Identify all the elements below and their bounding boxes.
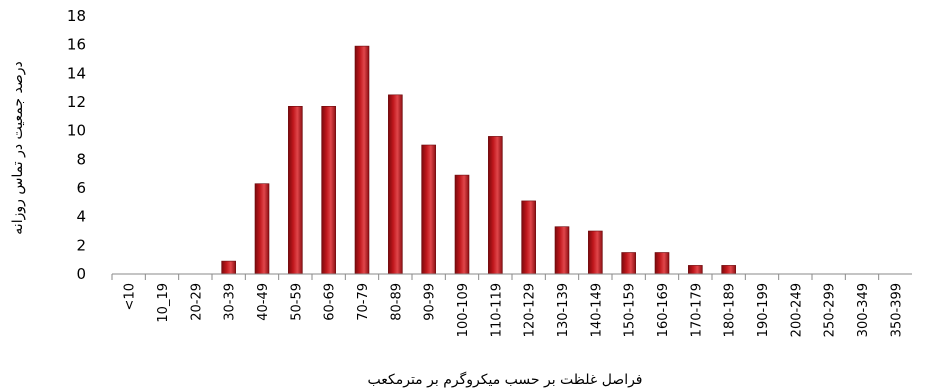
bar <box>554 226 570 275</box>
x-tick-label: 300-349 <box>856 283 871 337</box>
bar <box>221 260 236 275</box>
y-tick-label: 12 <box>67 93 86 111</box>
y-tick-label: 14 <box>67 64 86 82</box>
x-tick-label: 200-249 <box>789 283 804 337</box>
bar <box>654 252 670 275</box>
bar <box>321 106 336 275</box>
bar <box>488 136 503 275</box>
x-tick-label: 350-399 <box>889 283 904 337</box>
x-tick-label: 60-69 <box>323 283 338 321</box>
y-tick-label: 8 <box>76 150 86 168</box>
x-tick-label: <10 <box>123 283 138 310</box>
bar <box>588 230 603 275</box>
x-tick-label: 120-129 <box>523 283 538 337</box>
x-tick-label: 70-79 <box>356 283 371 321</box>
x-tick-label: 170-179 <box>689 283 704 337</box>
x-tick-label: 190-199 <box>756 283 771 337</box>
bar <box>454 174 470 275</box>
y-tick-label: 2 <box>76 236 86 254</box>
x-tick-label: 50-59 <box>289 283 304 321</box>
y-tick-label: 0 <box>76 265 86 283</box>
bar <box>721 265 736 275</box>
x-tick-label: 150-159 <box>623 283 638 337</box>
x-tick-label: 130-139 <box>556 283 571 337</box>
x-axis-title: فراصل غلظت بر حسب میکروگرم بر مترمکعب <box>368 371 643 388</box>
x-tick-label: 10_19 <box>156 283 171 323</box>
bar <box>254 183 270 275</box>
x-tick-label: 100-109 <box>456 283 471 337</box>
x-tick-label: 20-29 <box>189 283 204 321</box>
x-tick-label: 160-169 <box>656 283 671 337</box>
y-tick-label: 4 <box>76 208 86 226</box>
x-axis-ticks: <10 10_19 20-29 30-39 40-49 50-59 60-69 70-79 80… <box>111 274 904 337</box>
x-tick-label: 140-149 <box>589 283 604 337</box>
bar <box>388 94 403 275</box>
bar <box>621 252 636 275</box>
x-tick-label: 90-99 <box>423 283 438 321</box>
y-tick-label: 18 <box>67 7 86 25</box>
x-tick-label: 110-119 <box>489 283 504 337</box>
x-tick-label: 250-299 <box>823 283 838 337</box>
bar <box>354 45 370 275</box>
bar <box>288 106 303 275</box>
y-axis-ticks: 0 2 4 6 8 10 12 14 16 18 <box>67 7 86 283</box>
x-tick-label: 30-39 <box>223 283 238 321</box>
y-axis-title: درصد جمعیت در تماس روزانه <box>10 61 26 234</box>
x-tick-label: 180-189 <box>723 283 738 337</box>
bar <box>421 144 436 275</box>
bar <box>688 265 703 275</box>
y-tick-label: 6 <box>76 179 86 197</box>
y-tick-label: 10 <box>67 122 86 140</box>
bar <box>521 200 536 275</box>
x-tick-label: 80-89 <box>389 283 404 321</box>
y-tick-label: 16 <box>67 36 86 54</box>
bars <box>221 45 736 275</box>
x-tick-label: 40-49 <box>256 283 271 321</box>
